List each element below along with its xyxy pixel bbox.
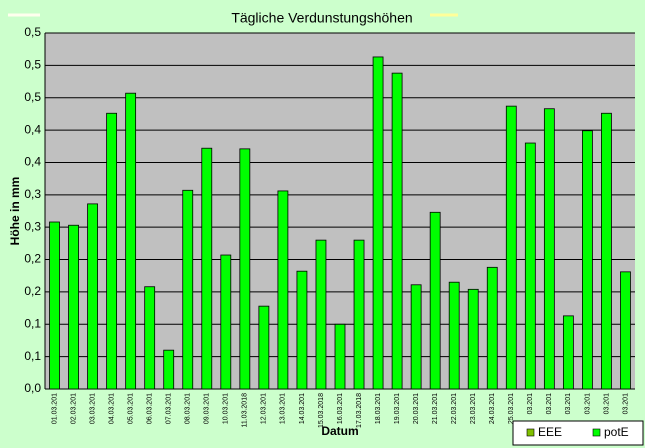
bar xyxy=(68,224,79,390)
x-tick-label: 06.03.201 xyxy=(147,393,154,424)
bar xyxy=(334,323,346,390)
x-tick-label: 24.03.201 xyxy=(489,393,496,424)
x-tick-label: 18.03.201 xyxy=(375,393,382,424)
x-tick-label: 08.03.201 xyxy=(185,393,192,424)
bar xyxy=(182,189,194,390)
y-tick-label: 0,1 xyxy=(24,349,41,363)
x-tick-label: 23.03.201 xyxy=(470,393,477,424)
bar xyxy=(582,130,593,390)
y-axis-label: Höhe in mm xyxy=(8,177,22,246)
bar xyxy=(239,148,251,390)
x-tick-label: 14.03.201 xyxy=(299,393,306,424)
bar xyxy=(601,112,612,390)
legend-label: EEE xyxy=(538,425,562,439)
x-tick-label: 03.201 xyxy=(603,393,610,415)
x-tick-label: 03.201 xyxy=(584,393,591,415)
x-tick-label: 19.03.201 xyxy=(394,393,401,424)
y-tick-label: 0,4 xyxy=(24,155,41,169)
x-tick-label: 10.03.201 xyxy=(223,393,230,424)
x-tick-label: 07.03.201 xyxy=(166,393,173,424)
bar xyxy=(163,349,175,390)
y-tick-label: 0,2 xyxy=(24,284,41,298)
bar xyxy=(125,92,137,390)
bar xyxy=(410,284,422,390)
x-tick-label: 04.03.201 xyxy=(108,393,115,424)
chart-title: Tägliche Verdunstungshöhen xyxy=(231,10,412,26)
bar xyxy=(372,56,384,390)
x-tick-label: 09.03.201 xyxy=(204,393,211,424)
bar xyxy=(353,239,365,390)
y-tick-label: 0,5 xyxy=(24,25,41,39)
x-tick-label: 13.03.201 xyxy=(280,393,287,424)
x-tick-label: 05.03.201 xyxy=(127,393,134,424)
legend-swatch xyxy=(526,428,535,437)
bar xyxy=(144,286,156,390)
x-tick-label: 25.03.201 xyxy=(508,393,515,424)
x-tick-label: 20.03.201 xyxy=(413,393,420,424)
bar xyxy=(524,142,536,390)
bar xyxy=(448,281,460,390)
bar xyxy=(106,112,118,390)
bar xyxy=(391,72,403,390)
bar xyxy=(620,271,631,390)
bar xyxy=(258,305,270,390)
legend-label: potE xyxy=(604,425,629,439)
x-tick-label: 21.03.201 xyxy=(432,393,439,424)
x-tick-label: 01.03.201 xyxy=(51,393,58,424)
bar xyxy=(49,221,60,390)
x-tick-label: 03.201 xyxy=(565,393,572,415)
x-tick-label: 15.03.2018 xyxy=(318,393,325,428)
x-tick-label: 03.201 xyxy=(527,393,534,415)
legend-box xyxy=(512,420,644,446)
bar xyxy=(220,254,232,390)
x-tick-label: 11.03.2018 xyxy=(242,393,249,428)
x-tick-label: 12.03.201 xyxy=(261,393,268,424)
y-tick-label: 0,5 xyxy=(24,58,41,72)
y-tick-label: 0,4 xyxy=(24,122,41,136)
bar xyxy=(429,211,441,390)
y-tick-label: 0,3 xyxy=(24,187,41,201)
x-tick-label: 16.03.201 xyxy=(337,393,344,424)
x-tick-label: 03.201 xyxy=(622,393,629,415)
y-tick-label: 0,2 xyxy=(24,252,41,266)
bar xyxy=(543,108,555,390)
x-tick-label: 03.201 xyxy=(546,393,553,415)
x-tick-label: 17.03.2018 xyxy=(356,393,363,428)
bar xyxy=(201,147,213,390)
x-tick-label: 02.03.201 xyxy=(70,393,77,424)
bar xyxy=(87,203,98,390)
y-tick-label: 0,3 xyxy=(24,219,41,233)
bar xyxy=(562,315,574,390)
bar xyxy=(315,239,327,390)
legend-swatch xyxy=(592,428,601,437)
x-tick-label: 22.03.201 xyxy=(451,393,458,424)
x-axis-label: Datum xyxy=(321,424,358,438)
x-tick-label: 03.03.201 xyxy=(89,393,96,424)
bar xyxy=(467,288,479,390)
bar xyxy=(486,266,498,390)
bar xyxy=(277,190,289,390)
y-tick-label: 0,1 xyxy=(24,316,41,330)
y-tick-label: 0,5 xyxy=(24,90,41,104)
bar xyxy=(296,270,308,390)
y-tick-label: 0,0 xyxy=(24,381,41,395)
bar xyxy=(505,105,517,390)
